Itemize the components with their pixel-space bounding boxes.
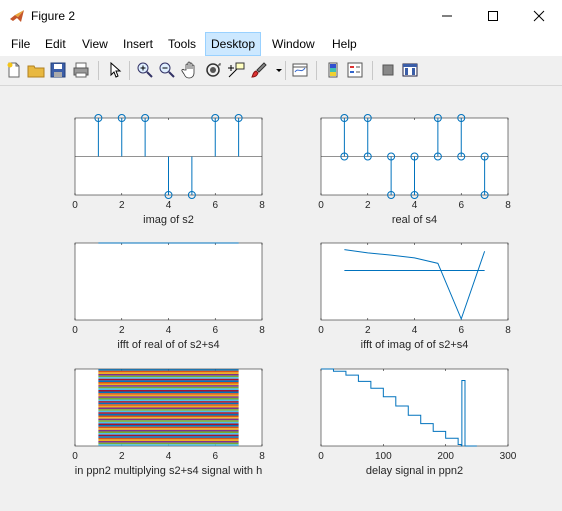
zoom-out-icon[interactable] [158,61,176,79]
stem-marker [433,152,442,161]
x-tick-label: 8 [259,325,265,336]
axes-box [74,242,263,321]
x-tick-label: 4 [166,200,172,211]
colorbar-icon[interactable] [324,61,342,79]
pan-icon[interactable] [181,61,199,79]
axis-xlabel: in ppn2 multiplying s2+s4 signal with h [75,465,262,477]
link-plot-icon[interactable] [291,61,309,79]
x-tick-label: 4 [166,451,172,462]
x-tick-label: 4 [166,325,172,336]
x-tick-label: 0 [318,451,324,462]
maximize-icon [488,11,498,21]
x-tick-label: 8 [505,200,511,211]
x-tick-label: 4 [412,325,418,336]
stem-marker [457,152,466,161]
menu-window[interactable]: Window [272,37,315,51]
axes-box [320,242,509,321]
maximize-button[interactable] [470,0,516,32]
stem-marker [340,152,349,161]
series-line [321,368,477,447]
minimize-icon [442,15,452,17]
stem-marker [410,191,419,199]
window-title: Figure 2 [31,9,76,23]
stem-marker [141,114,150,122]
menu-help[interactable]: Help [332,37,357,51]
menu-view[interactable]: View [82,37,108,51]
brush-icon[interactable] [250,61,268,79]
close-button[interactable] [516,0,562,32]
menu-bar: File Edit View Insert Tools Desktop Wind… [0,32,562,83]
axis-xlabel: delay signal in ppn2 [366,465,463,477]
x-tick-label: 300 [500,451,517,462]
stem-marker [433,114,442,122]
axis-xlabel: ifft of real of of s2+s4 [117,339,219,351]
x-tick-label: 0 [72,200,78,211]
x-tick-label: 0 [318,325,324,336]
stem-marker [117,114,126,122]
menu-insert[interactable]: Insert [123,37,154,51]
axes-box [320,368,509,447]
menu-edit[interactable]: Edit [45,37,66,51]
rotate-icon[interactable] [204,61,222,79]
x-tick-label: 8 [259,451,265,462]
x-tick-label: 8 [259,200,265,211]
x-tick-label: 6 [212,451,218,462]
x-tick-label: 4 [412,200,418,211]
stem-marker [387,191,396,199]
title-bar: Figure 2 [0,0,562,32]
open-file-icon[interactable] [27,61,45,79]
x-tick-label: 2 [119,200,125,211]
axis-xlabel: imag of s2 [143,214,194,226]
new-figure-icon[interactable] [5,61,23,79]
stem-marker [164,191,173,199]
x-tick-label: 6 [212,200,218,211]
stem-marker [94,114,103,122]
figure-toolbar [0,56,562,86]
legend-icon[interactable] [346,61,364,79]
stem-marker [410,152,419,161]
close-icon [533,10,545,22]
x-tick-label: 2 [119,451,125,462]
data-cursor-icon[interactable] [227,61,245,79]
stem-marker [340,114,349,122]
x-tick-label: 6 [458,325,464,336]
menu-file[interactable]: File [11,37,31,51]
stem-marker [480,152,489,161]
axis-xlabel: ifft of imag of of s2+s4 [361,339,469,351]
menu-tools[interactable]: Tools [168,37,197,51]
stem-marker [363,114,372,122]
x-tick-label: 200 [437,451,454,462]
minimize-button[interactable] [424,0,470,32]
x-tick-label: 8 [505,325,511,336]
axis-xlabel: real of s4 [392,214,437,226]
brush-dropdown-icon[interactable] [270,61,282,79]
x-tick-label: 2 [119,325,125,336]
x-tick-label: 0 [72,451,78,462]
stem-marker [187,191,196,199]
series-line [344,249,486,321]
pointer-icon[interactable] [106,61,124,79]
stem-marker [457,114,466,122]
menu-desktop[interactable]: Desktop [205,32,262,56]
hide-plot-tools-icon[interactable] [379,61,397,79]
matlab-logo-icon [10,10,24,22]
save-icon[interactable] [49,61,67,79]
stem-marker [211,114,220,122]
x-tick-label: 0 [318,200,324,211]
subplots-svg: 0 2 4 6 8 imag of s2 0 2 4 6 8 real of s4 0 2 4 6 8 ifft … [72,114,517,477]
x-tick-label: 6 [458,200,464,211]
figure-canvas: 0 2 4 6 8 imag of s2 0 2 4 6 8 real of s4 0 2 4 6 8 ifft … [1,86,561,506]
stem-marker [480,191,489,199]
x-tick-label: 100 [375,451,392,462]
zoom-in-icon[interactable] [136,61,154,79]
stem-marker [363,152,372,161]
stem-marker [234,114,243,122]
x-tick-label: 0 [72,325,78,336]
print-icon[interactable] [72,61,90,79]
stem-marker [387,152,396,161]
x-tick-label: 2 [365,200,371,211]
show-plot-tools-icon[interactable] [401,61,419,79]
x-tick-label: 2 [365,325,371,336]
x-tick-label: 6 [212,325,218,336]
